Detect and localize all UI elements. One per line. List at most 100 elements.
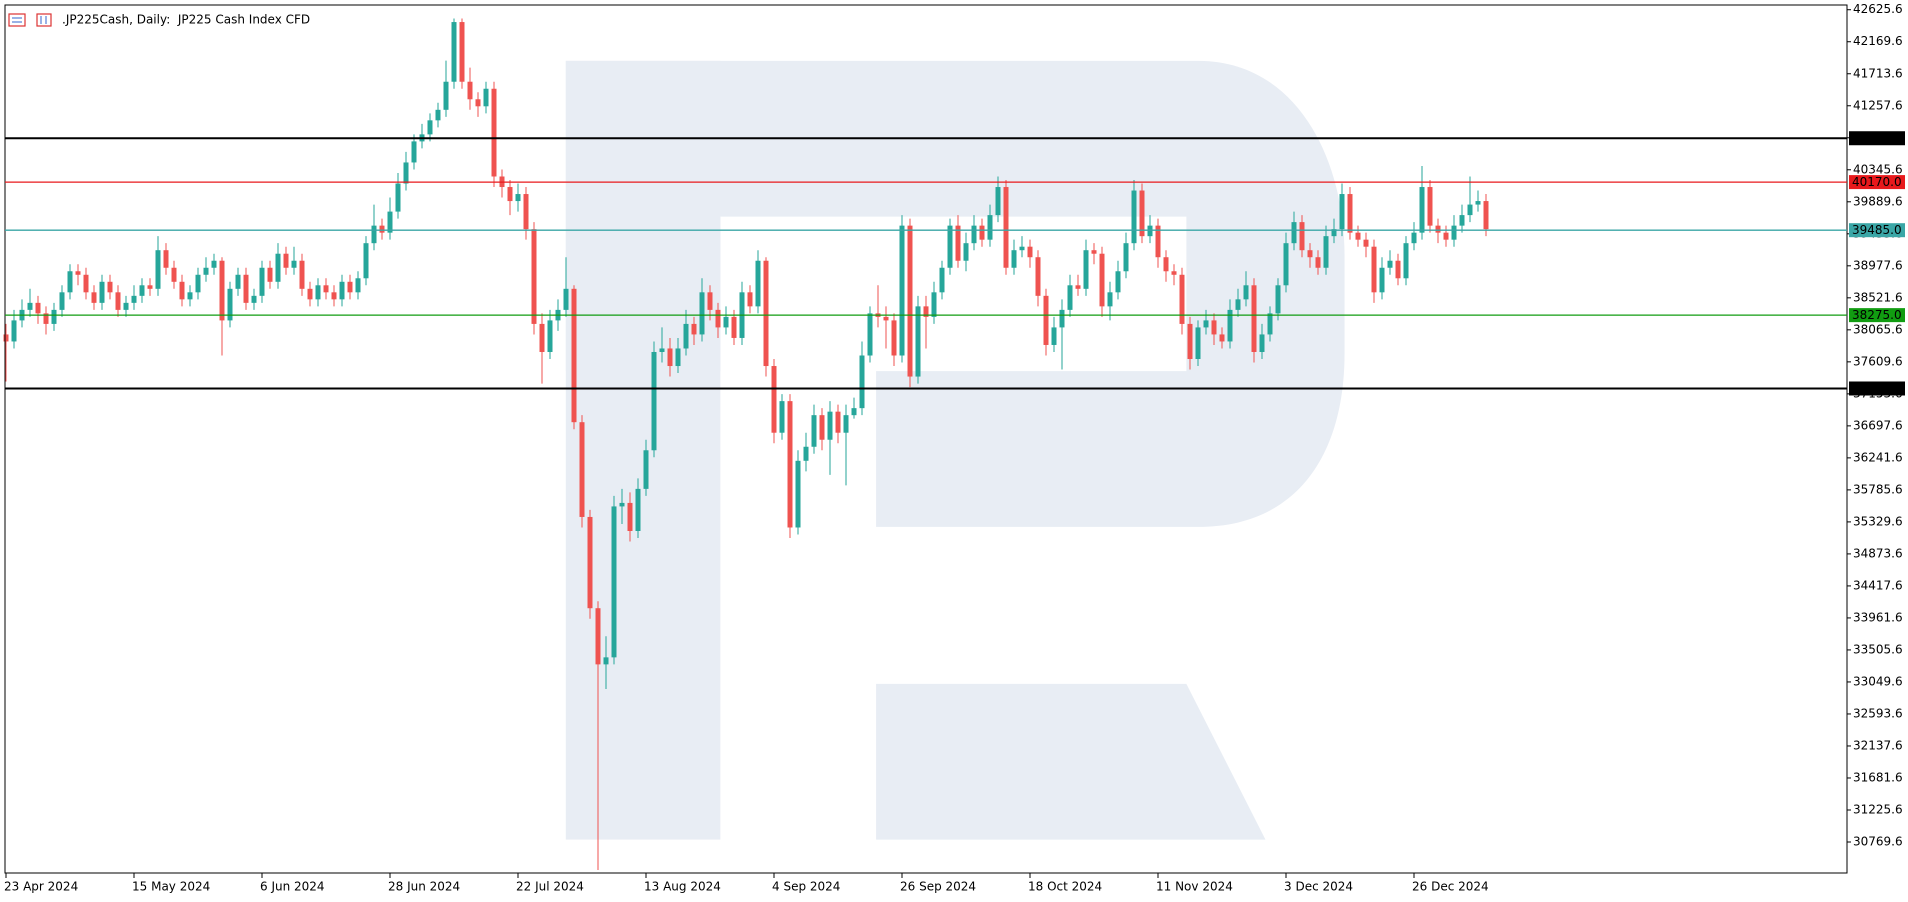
candle-body bbox=[51, 309, 57, 324]
candle-body bbox=[1027, 246, 1033, 258]
candle-body bbox=[867, 313, 873, 356]
candle-body bbox=[1235, 299, 1241, 310]
candle-body bbox=[1251, 285, 1257, 352]
y-tick-label: 31225.6 bbox=[1853, 802, 1903, 816]
candle-body bbox=[411, 141, 417, 163]
candle-body bbox=[1275, 285, 1281, 314]
y-tick-label: 38521.6 bbox=[1853, 290, 1903, 304]
candle-body bbox=[1403, 243, 1409, 279]
y-tick-label: 36697.6 bbox=[1853, 418, 1903, 432]
candle-body bbox=[595, 608, 601, 665]
candle-body bbox=[315, 285, 321, 300]
level-label-box bbox=[1849, 131, 1905, 146]
candle-body bbox=[443, 81, 449, 110]
candle-body bbox=[403, 162, 409, 184]
candle-body bbox=[483, 88, 489, 107]
candle-body bbox=[1019, 246, 1025, 251]
candle-body bbox=[835, 411, 841, 433]
candle-body bbox=[339, 281, 345, 300]
candle-body bbox=[491, 88, 497, 177]
candle-body bbox=[1107, 292, 1113, 307]
candle-body bbox=[331, 292, 337, 300]
y-tick-label: 37609.6 bbox=[1853, 354, 1903, 368]
candle-body bbox=[299, 260, 305, 289]
candle-body bbox=[1003, 187, 1009, 268]
watermark bbox=[565, 60, 1345, 840]
candle-body bbox=[1075, 285, 1081, 289]
candle-body bbox=[75, 271, 81, 275]
candle-body bbox=[219, 260, 225, 321]
candle-body bbox=[1307, 250, 1313, 258]
x-tick-label: 26 Sep 2024 bbox=[900, 880, 976, 894]
candle-body bbox=[1259, 334, 1265, 352]
y-tick-label: 32593.6 bbox=[1853, 706, 1903, 720]
candle-body bbox=[1371, 246, 1377, 293]
candle-body bbox=[1083, 250, 1089, 289]
candle-body bbox=[275, 253, 281, 282]
candle-body bbox=[899, 225, 905, 356]
x-tick-label: 18 Oct 2024 bbox=[1028, 880, 1102, 894]
candle-body bbox=[851, 408, 857, 416]
candle-body bbox=[947, 225, 953, 268]
candle-body bbox=[603, 657, 609, 665]
y-tick-label: 41713.6 bbox=[1853, 66, 1903, 80]
candle-body bbox=[27, 302, 33, 310]
y-tick-label: 34873.6 bbox=[1853, 546, 1903, 560]
candle-body bbox=[627, 502, 633, 531]
candle-body bbox=[427, 120, 433, 135]
candle-body bbox=[811, 415, 817, 447]
candle-body bbox=[1435, 225, 1441, 233]
candle-body bbox=[1443, 232, 1449, 240]
candle-body bbox=[139, 285, 145, 296]
x-tick-label: 6 Jun 2024 bbox=[260, 880, 325, 894]
candle-body bbox=[1099, 253, 1105, 307]
candle-body bbox=[747, 292, 753, 307]
candle-body bbox=[307, 288, 313, 300]
y-tick-label: 34417.6 bbox=[1853, 578, 1903, 592]
candle-body bbox=[3, 334, 9, 342]
candle-body bbox=[651, 351, 657, 451]
candle-body bbox=[579, 422, 585, 517]
candle-body bbox=[1147, 225, 1153, 237]
candle-body bbox=[883, 316, 889, 321]
candle-body bbox=[1227, 309, 1233, 342]
x-tick-label: 13 Aug 2024 bbox=[644, 880, 721, 894]
candle-body bbox=[843, 415, 849, 433]
candle-body bbox=[211, 260, 217, 268]
candle-body bbox=[1163, 257, 1169, 272]
candle-body bbox=[1171, 271, 1177, 275]
candle-body bbox=[1387, 260, 1393, 268]
candle-body bbox=[371, 225, 377, 244]
candle-body bbox=[1043, 295, 1049, 345]
candle-body bbox=[259, 267, 265, 296]
level-label: 40795.0 bbox=[1852, 131, 1902, 145]
candle-body bbox=[11, 320, 17, 342]
y-tick-label: 33961.6 bbox=[1853, 610, 1903, 624]
candle-body bbox=[539, 323, 545, 352]
candle-body bbox=[1419, 187, 1425, 233]
candle-body bbox=[779, 401, 785, 433]
candle-body bbox=[507, 187, 513, 202]
candle-body bbox=[523, 194, 529, 230]
candle-body bbox=[435, 109, 441, 121]
candle-body bbox=[939, 267, 945, 293]
y-tick-label: 42625.6 bbox=[1853, 2, 1903, 16]
candle-body bbox=[147, 285, 153, 289]
candle-body bbox=[1179, 274, 1185, 324]
level-label: 37230.0 bbox=[1852, 381, 1902, 395]
candle-body bbox=[723, 316, 729, 328]
level-label: 40170.0 bbox=[1852, 175, 1902, 189]
candle-body bbox=[227, 288, 233, 321]
candle-body bbox=[59, 292, 65, 310]
candle-body bbox=[763, 260, 769, 367]
level-label-box bbox=[1849, 175, 1905, 190]
candle-body bbox=[451, 22, 457, 82]
candle-body bbox=[819, 415, 825, 440]
y-tick-label: 42169.6 bbox=[1853, 34, 1903, 48]
y-tick-label: 38065.6 bbox=[1853, 322, 1903, 336]
candle-body bbox=[1299, 222, 1305, 251]
candle-body bbox=[323, 285, 329, 293]
candle-body bbox=[235, 274, 241, 289]
y-tick-label: 33049.6 bbox=[1853, 674, 1903, 688]
candle-body bbox=[1427, 187, 1433, 226]
